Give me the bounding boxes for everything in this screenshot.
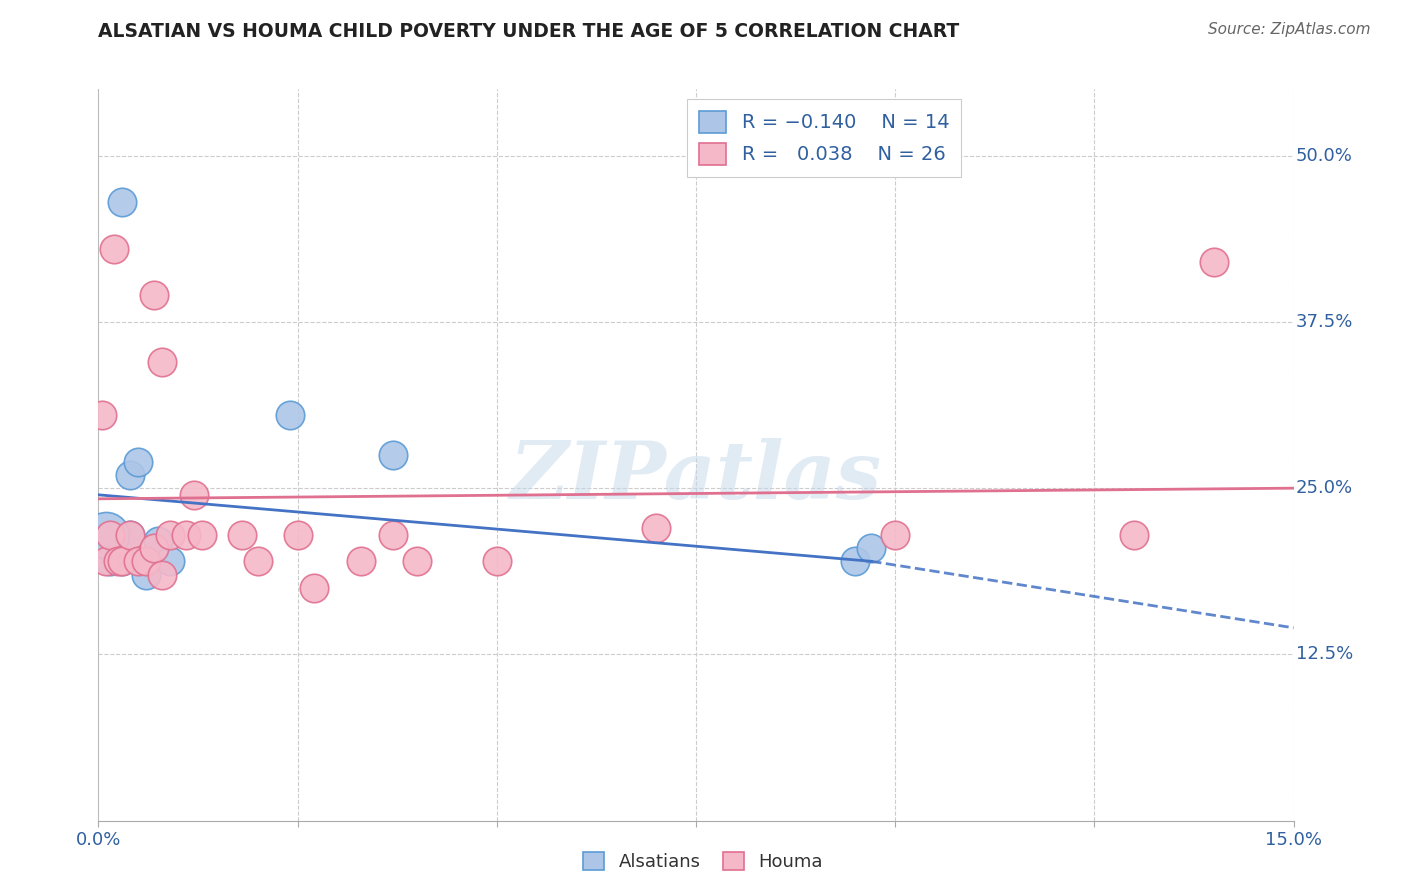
Point — [148, 534, 170, 549]
Point — [302, 581, 325, 595]
Point — [120, 527, 142, 541]
Point — [135, 554, 157, 568]
Point — [231, 527, 253, 541]
Point — [120, 467, 142, 482]
Point — [120, 527, 142, 541]
Text: ALSATIAN VS HOUMA CHILD POVERTY UNDER THE AGE OF 5 CORRELATION CHART: ALSATIAN VS HOUMA CHILD POVERTY UNDER TH… — [98, 22, 960, 41]
Point — [485, 554, 508, 568]
Point — [884, 527, 907, 541]
Point — [111, 554, 134, 568]
Text: 50.0%: 50.0% — [1296, 146, 1353, 165]
Text: ZIPatlas: ZIPatlas — [510, 438, 882, 516]
Point — [278, 408, 301, 422]
Point — [143, 288, 166, 302]
Point — [103, 242, 125, 256]
Point — [127, 454, 149, 468]
Point — [350, 554, 373, 568]
Point — [287, 527, 309, 541]
Point — [96, 554, 118, 568]
Point — [143, 541, 166, 555]
Point — [1123, 527, 1146, 541]
Point — [150, 567, 173, 582]
Point — [860, 541, 883, 555]
Point — [107, 554, 129, 568]
Point — [645, 521, 668, 535]
Point — [91, 408, 114, 422]
Point — [159, 527, 181, 541]
Legend: R = −0.140    N = 14, R =   0.038    N = 26: R = −0.140 N = 14, R = 0.038 N = 26 — [688, 99, 962, 177]
Point — [406, 554, 429, 568]
Point — [246, 554, 269, 568]
Point — [96, 527, 118, 541]
Point — [127, 554, 149, 568]
Point — [98, 554, 122, 568]
Text: 37.5%: 37.5% — [1296, 313, 1354, 331]
Point — [150, 355, 173, 369]
Point — [382, 448, 405, 462]
Point — [382, 527, 405, 541]
Legend: Alsatians, Houma: Alsatians, Houma — [575, 845, 831, 879]
Point — [135, 567, 157, 582]
Text: Source: ZipAtlas.com: Source: ZipAtlas.com — [1208, 22, 1371, 37]
Text: 25.0%: 25.0% — [1296, 479, 1353, 497]
Point — [174, 527, 197, 541]
Text: 12.5%: 12.5% — [1296, 646, 1353, 664]
Point — [111, 195, 134, 210]
Point — [191, 527, 214, 541]
Point — [111, 554, 134, 568]
Point — [159, 554, 181, 568]
Point — [1202, 255, 1225, 269]
Point — [844, 554, 866, 568]
Point — [98, 527, 122, 541]
Point — [183, 488, 205, 502]
